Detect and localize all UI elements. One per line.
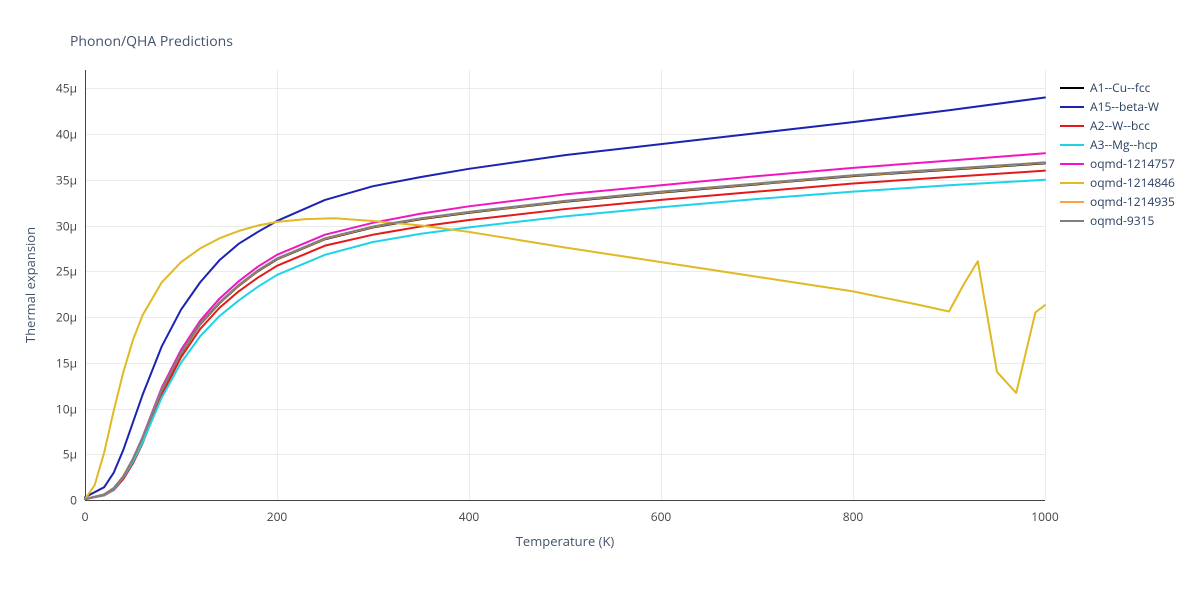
legend-swatch — [1060, 163, 1084, 165]
series-line[interactable] — [85, 97, 1045, 497]
y-tick-label: 35μ — [56, 171, 77, 188]
legend-item[interactable]: A3--Mg--hcp — [1060, 135, 1175, 154]
series-svg — [85, 70, 1045, 500]
legend-item[interactable]: A15--beta-W — [1060, 97, 1175, 116]
series-line[interactable] — [85, 163, 1045, 499]
legend-swatch — [1060, 220, 1084, 222]
series-line[interactable] — [85, 171, 1045, 499]
legend: A1--Cu--fcc A15--beta-W A2--W--bcc A3--Mg--… — [1060, 78, 1175, 230]
legend-item[interactable]: oqmd-9315 — [1060, 211, 1175, 230]
legend-label: oqmd-1214757 — [1090, 155, 1175, 172]
x-tick-label: 1000 — [1031, 508, 1058, 525]
legend-label: A15--beta-W — [1090, 98, 1159, 115]
legend-label: oqmd-1214935 — [1090, 193, 1175, 210]
legend-item[interactable]: oqmd-1214846 — [1060, 173, 1175, 192]
y-tick-label: 15μ — [56, 354, 77, 371]
series-line[interactable] — [85, 218, 1045, 499]
x-tick-label: 0 — [82, 508, 89, 525]
y-tick-label: 25μ — [56, 263, 77, 280]
legend-item[interactable]: A1--Cu--fcc — [1060, 78, 1175, 97]
legend-swatch — [1060, 106, 1084, 108]
grid-line-vertical — [1045, 70, 1046, 500]
x-axis-title: Temperature (K) — [516, 532, 615, 550]
series-line[interactable] — [85, 180, 1045, 499]
chart-container: { "chart": { "type": "line", "title": "P… — [0, 0, 1200, 600]
legend-item[interactable]: A2--W--bcc — [1060, 116, 1175, 135]
y-tick-label: 0 — [70, 492, 77, 509]
legend-label: A3--Mg--hcp — [1090, 136, 1158, 153]
chart-title: Phonon/QHA Predictions — [70, 32, 233, 51]
legend-label: oqmd-1214846 — [1090, 174, 1175, 191]
y-axis-title: Thermal expansion — [21, 227, 39, 343]
y-tick-label: 45μ — [56, 80, 77, 97]
x-tick-label: 400 — [459, 508, 480, 525]
y-tick-label: 20μ — [56, 309, 77, 326]
legend-item[interactable]: oqmd-1214757 — [1060, 154, 1175, 173]
series-line[interactable] — [85, 162, 1045, 499]
legend-label: A2--W--bcc — [1090, 117, 1150, 134]
legend-swatch — [1060, 144, 1084, 146]
legend-swatch — [1060, 182, 1084, 184]
x-tick-label: 800 — [843, 508, 864, 525]
legend-swatch — [1060, 125, 1084, 127]
x-tick-label: 600 — [651, 508, 672, 525]
series-line[interactable] — [85, 153, 1045, 499]
y-tick-label: 5μ — [63, 446, 77, 463]
y-tick-label: 30μ — [56, 217, 77, 234]
x-axis-line — [85, 500, 1045, 501]
legend-label: A1--Cu--fcc — [1090, 79, 1150, 96]
y-tick-label: 40μ — [56, 126, 77, 143]
legend-label: oqmd-9315 — [1090, 212, 1154, 229]
y-tick-label: 10μ — [56, 400, 77, 417]
x-tick-label: 200 — [267, 508, 288, 525]
legend-swatch — [1060, 201, 1084, 203]
series-line[interactable] — [85, 163, 1045, 499]
legend-item[interactable]: oqmd-1214935 — [1060, 192, 1175, 211]
legend-swatch — [1060, 87, 1084, 89]
